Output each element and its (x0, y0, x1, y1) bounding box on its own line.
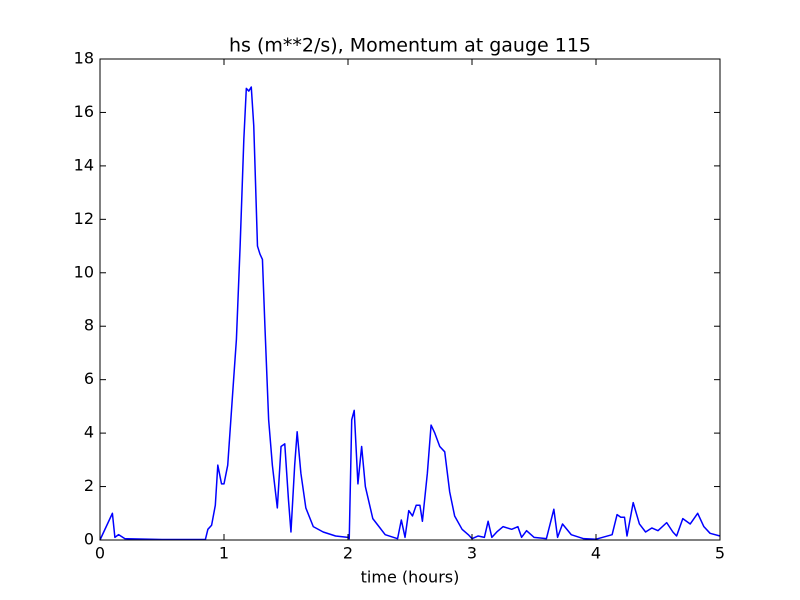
y-tick-label: 14 (74, 155, 94, 174)
y-tick-label: 18 (74, 49, 94, 68)
y-tick-label: 0 (84, 530, 94, 549)
x-tick-label: 0 (95, 544, 105, 563)
y-tick-label: 16 (74, 102, 94, 121)
x-tick-label: 5 (715, 544, 725, 563)
y-tick-label: 8 (84, 316, 94, 335)
x-tick-label: 4 (591, 544, 601, 563)
y-tick-label: 12 (74, 209, 94, 228)
x-tick-label: 2 (343, 544, 353, 563)
y-tick-label: 4 (84, 423, 94, 442)
y-tick-label: 10 (74, 262, 94, 281)
chart-title: hs (m**2/s), Momentum at gauge 115 (229, 35, 591, 57)
x-axis-label: time (hours) (361, 568, 460, 587)
y-tick-label: 2 (84, 476, 94, 495)
plot-frame (99, 58, 721, 541)
y-tick-label: 6 (84, 369, 94, 388)
x-tick-label: 1 (219, 544, 229, 563)
x-tick-label: 3 (467, 544, 477, 563)
data-line (99, 86, 721, 541)
